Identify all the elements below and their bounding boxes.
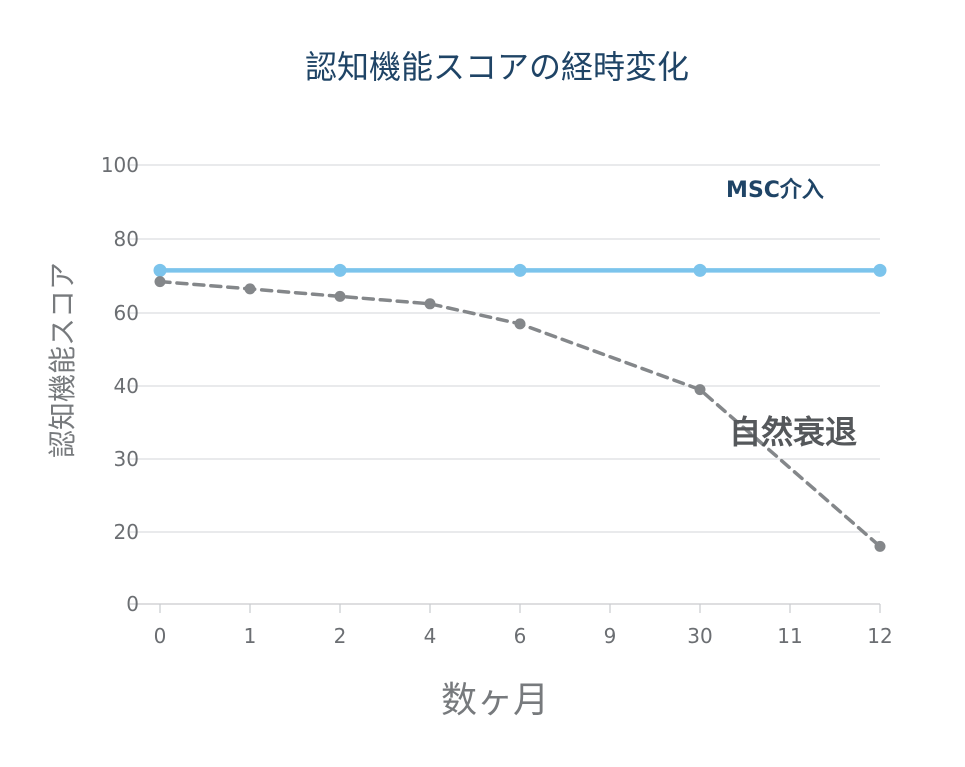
x-tick-label-6: 30 xyxy=(687,624,712,648)
y-tick-labels: 100 80 60 40 30 20 0 xyxy=(101,153,139,616)
x-tick-label-1: 1 xyxy=(244,624,257,648)
x-axis xyxy=(159,604,881,613)
x-tick-label-7: 11 xyxy=(777,624,802,648)
chart-title: 認知機能スコアの経時変化 xyxy=(305,48,689,86)
series-label-msc: MSC介入 xyxy=(726,177,824,203)
grid-lines xyxy=(130,164,880,605)
y-tick-label-20: 20 xyxy=(114,520,139,544)
x-tick-label-8: 12 xyxy=(867,624,892,648)
series-1-point-6 xyxy=(874,540,886,552)
x-axis-title: 数ヶ月 xyxy=(441,680,549,721)
series-0-point-1 xyxy=(333,263,347,277)
series-1-point-5 xyxy=(694,384,706,396)
y-tick-label-30: 30 xyxy=(114,447,139,471)
series-1-point-3 xyxy=(424,298,436,310)
series-0-point-0 xyxy=(153,263,167,277)
x-tick-label-4: 6 xyxy=(514,624,527,648)
series-1-point-4 xyxy=(514,318,526,330)
y-tick-label-80: 80 xyxy=(114,227,139,251)
series-0-point-2 xyxy=(513,263,527,277)
y-axis-title: 認知機能スコア xyxy=(46,262,79,458)
series-0-point-3 xyxy=(693,263,707,277)
y-tick-label-40: 40 xyxy=(114,374,139,398)
x-tick-label-0: 0 xyxy=(154,624,167,648)
series-0-point-4 xyxy=(873,263,887,277)
series-1-point-1 xyxy=(244,283,256,295)
y-tick-label-0: 0 xyxy=(126,592,139,616)
y-tick-label-100: 100 xyxy=(101,153,139,177)
series-1-point-0 xyxy=(154,276,166,288)
x-tick-labels: 0 1 2 4 6 9 30 11 12 xyxy=(154,624,893,648)
series-layer xyxy=(153,263,887,552)
x-tick-label-5: 9 xyxy=(604,624,617,648)
x-tick-label-3: 4 xyxy=(424,624,437,648)
y-tick-label-60: 60 xyxy=(114,301,139,325)
x-tick-label-2: 2 xyxy=(334,624,347,648)
series-label-natural-decline: 自然衰退 xyxy=(729,413,857,451)
series-1-point-2 xyxy=(334,290,346,302)
